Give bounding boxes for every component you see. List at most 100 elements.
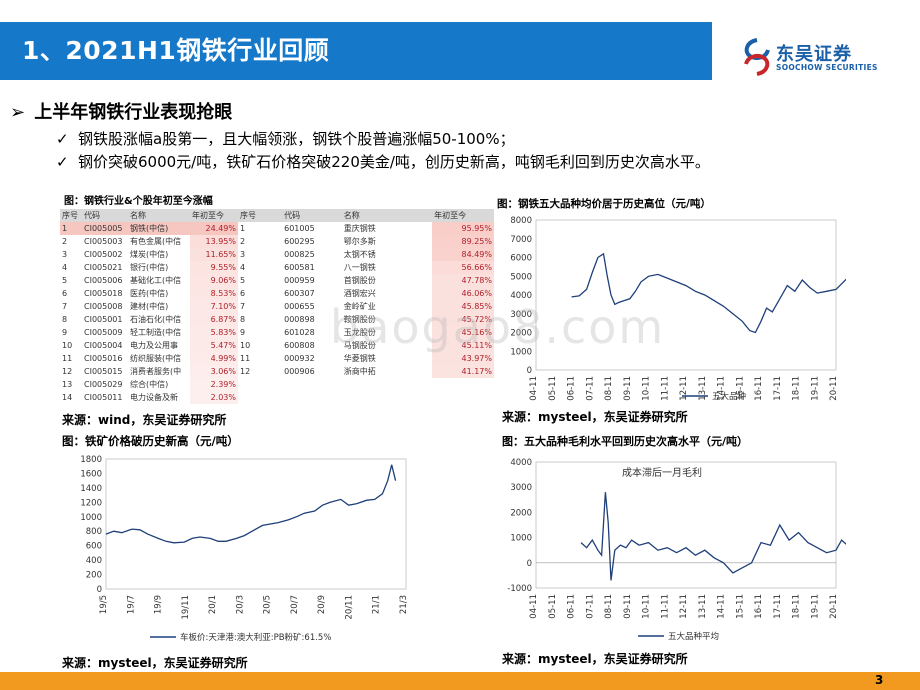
industry-cell: 8.53% [190, 287, 238, 300]
industry-cell: 9 [62, 328, 68, 337]
stock-cell: 马钢股份 [343, 341, 376, 350]
industry-cell: 4 [62, 263, 68, 272]
y-tick-label: 0 [97, 585, 102, 595]
margin-chart: -1000 0 1000 2000 3000 4000 04-11 05-11 06-11 07-… [507, 458, 846, 642]
stock-cell: 酒钢宏兴 [343, 289, 376, 298]
stock-cell: 3 [240, 250, 246, 259]
industry-row: 3 CI005002 煤炭(中信) 11.65% [60, 248, 238, 261]
stock-cell: 八一钢铁 [343, 263, 376, 272]
stock-row: 10 600808 马钢股份 45.11% [238, 339, 494, 352]
industry-cell: CI005002 [84, 250, 123, 259]
stock-cell: 000655 [284, 302, 315, 311]
x-tick-label: 19-11 [810, 594, 820, 619]
steel-chart-source: 来源：mysteel，东吴证券研究所 [502, 410, 688, 424]
y-tick-label: -1000 [507, 584, 532, 594]
x-tick-label: 04-11 [529, 594, 539, 619]
industry-cell: 1 [60, 222, 82, 235]
industry-cell: 11.65% [190, 248, 238, 261]
x-tick-label: 07-11 [585, 376, 595, 401]
y-tick-label: 4000 [510, 458, 532, 468]
point-1: ✓ 钢铁股涨幅a股第一，且大幅领涨，钢铁个股普遍涨幅50-100%； [56, 128, 515, 149]
industry-cell: 医药(中信) [130, 289, 169, 298]
industry-row: 11 CI005016 纺织服装(中信 4.99% [60, 352, 238, 365]
industry-cell: CI005004 [84, 341, 123, 350]
industry-row: 4 CI005021 银行(中信) 9.55% [60, 261, 238, 274]
y-tick-label: 6000 [510, 254, 532, 264]
page-title: 1、2021H1钢铁行业回顾 [22, 36, 330, 65]
industry-cell: 石油石化(中信 [130, 315, 182, 324]
stock-header-row: 序号 代码 名称 年初至今 [238, 209, 494, 222]
industry-cell: 5.47% [190, 339, 238, 352]
industry-row: 12 CI005015 消费者服务(中 3.06% [60, 365, 238, 378]
x-tick-label: 21/1 [372, 595, 382, 614]
stock-cell: 45.72% [432, 313, 494, 326]
y-tick-label: 7000 [510, 235, 532, 245]
industry-cell: 电力及公用事 [130, 341, 178, 350]
x-tick-label: 08-11 [604, 594, 614, 619]
industry-cell: CI005018 [84, 289, 123, 298]
industry-cell: 建材(中信) [130, 302, 169, 311]
industry-cell: 2.03% [190, 391, 238, 404]
logo-mark-icon [744, 38, 770, 76]
stock-cell: 43.97% [432, 352, 494, 365]
x-tick-label: 13-11 [698, 376, 708, 401]
title-bar: 1、2021H1钢铁行业回顾 [0, 22, 712, 80]
y-tick-label: 3000 [510, 310, 532, 320]
ore-chart-caption: 图：铁矿价格破历史新高（元/吨） [62, 434, 239, 448]
iron-ore-chart: 0 200 400 600 800 1000 1200 1400 1600 1800 19/5 19/… [80, 455, 409, 643]
industry-cell: 有色金属(中信 [130, 237, 182, 246]
y-tick-label: 8000 [510, 216, 532, 226]
x-tick-label: 11-11 [660, 376, 670, 401]
stock-cell: 6 [240, 289, 246, 298]
chart-title: 成本滞后一月毛利 [622, 466, 702, 479]
industry-row: 14 CI005011 电力设备及新 2.03% [60, 391, 238, 404]
x-tick-label: 20/3 [235, 595, 245, 614]
stock-cell: 000959 [284, 276, 315, 285]
industry-cell: 6 [62, 289, 68, 298]
stock-cell: 41.17% [432, 365, 494, 378]
check-icon: ✓ [56, 130, 69, 148]
industry-cell: CI005021 [84, 263, 123, 272]
industry-cell: 12 [62, 367, 73, 376]
industry-header-cell: 代码 [82, 209, 128, 222]
stock-cell: 金岭矿业 [343, 302, 376, 311]
x-tick-label: 17-11 [773, 594, 783, 619]
industry-cell: 13.95% [190, 235, 238, 248]
y-tick-label: 1800 [80, 455, 102, 465]
industry-cell: 电力设备及新 [130, 393, 178, 402]
industry-cell: CI005029 [84, 380, 123, 389]
stock-cell: 600295 [284, 237, 315, 246]
stock-row: 4 600581 八一钢铁 56.66% [238, 261, 494, 274]
y-tick-label: 1600 [80, 469, 102, 479]
stock-cell: 1 [240, 224, 246, 233]
y-tick-label: 1000 [510, 534, 532, 544]
industry-cell: 9.55% [190, 261, 238, 274]
stock-cell: 鄂尔多斯 [343, 237, 376, 246]
industry-cell: 6.87% [190, 313, 238, 326]
point-1-text: 钢铁股涨幅a股第一，且大幅领涨，钢铁个股普遍涨幅50-100%； [78, 130, 515, 148]
stock-cell: 9 [240, 328, 246, 337]
stock-cell: 45.11% [432, 339, 494, 352]
y-tick-label: 3000 [510, 483, 532, 493]
steel-price-chart: 0 1000 2000 3000 4000 5000 6000 7000 8000 04-11 05… [510, 216, 846, 402]
x-tick-label: 12-11 [679, 594, 689, 619]
stock-cell: 000825 [284, 250, 315, 259]
industry-cell: 4.99% [190, 352, 238, 365]
industry-row: 10 CI005004 电力及公用事 5.47% [60, 339, 238, 352]
x-tick-label: 08-11 [604, 376, 614, 401]
stock-cell: 89.25% [432, 235, 494, 248]
legend-label: 五大品种 [712, 391, 746, 402]
industry-cell: 消费者服务(中 [130, 367, 182, 376]
company-logo: 东吴证券 SOOCHOW SECURITIES [740, 38, 880, 78]
industry-row: 1 CI005005 钢铁(中信) 24.49% [60, 222, 238, 235]
industry-cell: 24.49% [190, 222, 238, 235]
stock-cell: 浙商中拓 [343, 367, 376, 376]
x-tick-label: 19-11 [810, 376, 820, 401]
industry-row: 8 CI005001 石油石化(中信 6.87% [60, 313, 238, 326]
industry-cell: CI005005 [82, 222, 128, 235]
x-tick-label: 19/11 [181, 595, 191, 620]
series-line [105, 464, 397, 544]
x-tick-label: 18-11 [792, 376, 802, 401]
industry-row: 5 CI005006 基础化工(中信 9.06% [60, 274, 238, 287]
x-tick-label: 19/5 [99, 595, 109, 614]
